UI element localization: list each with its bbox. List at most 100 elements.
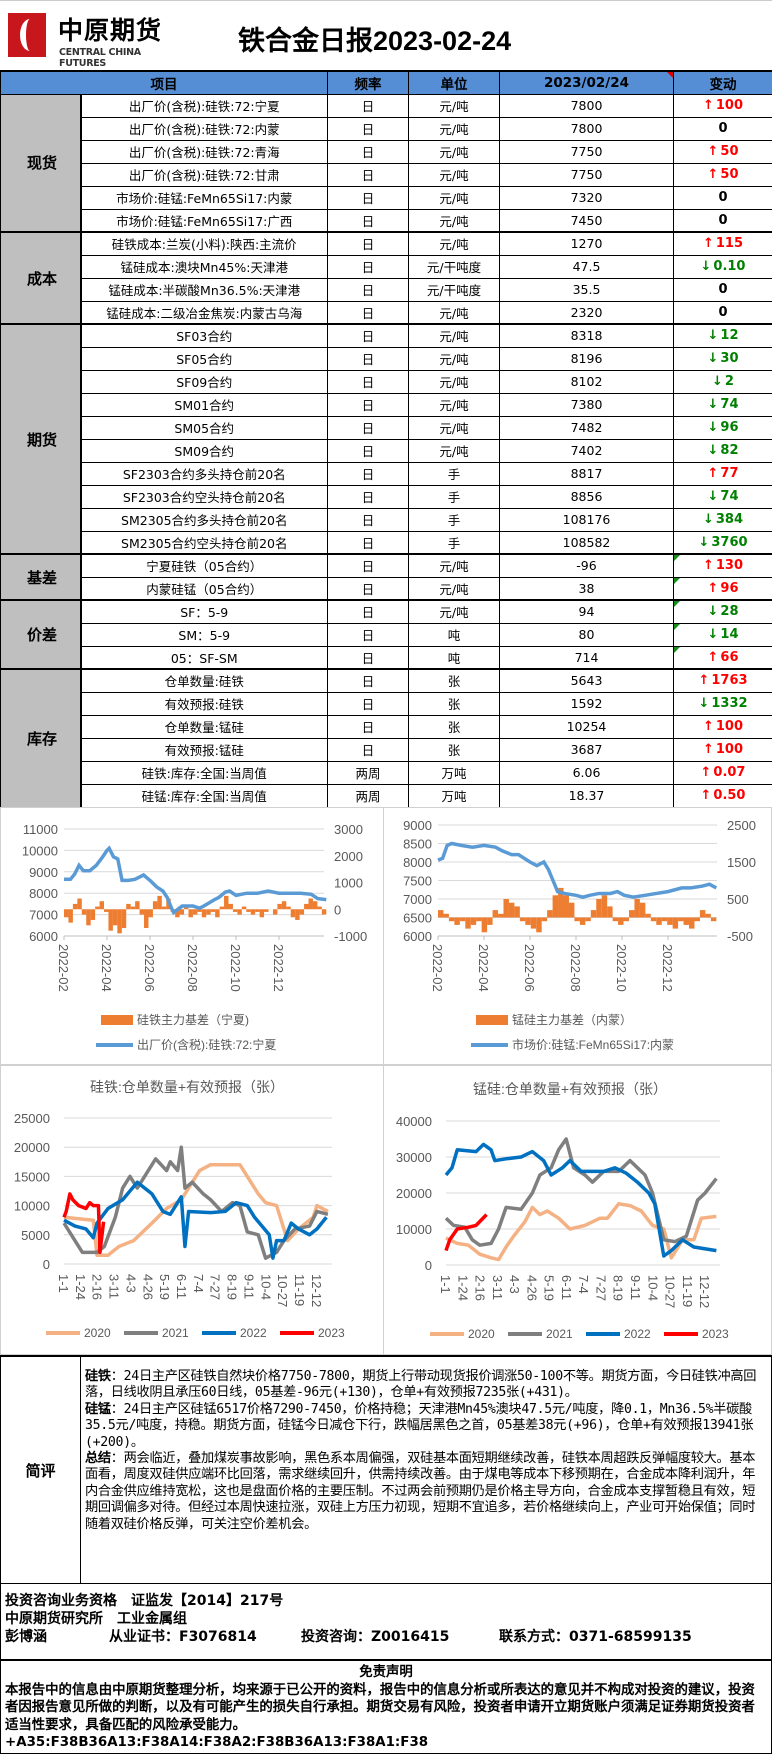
- basis-bar: [175, 909, 180, 918]
- basis-bar: [64, 909, 69, 918]
- basis-bar: [568, 902, 575, 918]
- basis-bar: [95, 906, 100, 910]
- unit-cell: 张: [408, 737, 500, 762]
- basis-bar: [161, 906, 167, 910]
- chart-simn-warehouse: 锰硅:仓单数量+有效预报（张） 0 10000 20000 30000 40000 1-1 1…: [383, 1065, 772, 1355]
- change-cell: 2: [673, 369, 772, 394]
- comment-sife: 硅铁：24日主产区硅铁自然块价格7750-7800，期货上行带动现货报价调涨50…: [85, 1369, 765, 1402]
- basis-bar: [215, 909, 220, 918]
- item-cell: 仓单数量:硅铁: [80, 668, 328, 693]
- value-cell: 18.37: [499, 783, 674, 808]
- change-cell: 0: [673, 208, 772, 233]
- y-left-tick-label: 7000: [403, 892, 432, 907]
- unit-cell: 元/吨: [408, 208, 500, 233]
- freq-cell: 日: [327, 576, 409, 601]
- value-cell: 7800: [499, 116, 674, 141]
- change-cell: 1763: [673, 668, 772, 693]
- basis-bar: [481, 917, 488, 933]
- unit-cell: 张: [408, 691, 500, 716]
- freq-cell: 日: [327, 116, 409, 141]
- series-line-2021: [444, 1137, 718, 1247]
- x-tick-label: 4-26: [524, 1275, 539, 1301]
- x-tick-label: 2022-10: [228, 944, 243, 992]
- commentary-label: 简评: [1, 1357, 81, 1583]
- freq-cell: 日: [327, 415, 409, 440]
- basis-bar: [623, 917, 629, 922]
- item-cell: 有效预报:锰硅: [80, 737, 328, 762]
- x-tick-label: 2022-02: [56, 944, 71, 992]
- qualification: 投资咨询业务资格 证监发【2014】217号: [5, 1593, 284, 1609]
- legend-line-label: 出厂价(含税):硅铁:72:宁夏: [137, 1037, 276, 1052]
- value-cell: 7800: [499, 93, 674, 118]
- item-cell: SM：5-9: [80, 622, 328, 647]
- y-tick-label: 0: [425, 1258, 432, 1273]
- x-tick-label: 2-16: [90, 1274, 105, 1300]
- value-cell: 7380: [499, 392, 674, 417]
- change-value: 130: [703, 558, 743, 573]
- unit-cell: 元/吨: [408, 162, 500, 187]
- y-tick-label: 10000: [396, 1222, 432, 1237]
- basis-bar: [541, 917, 548, 922]
- item-cell: SM01合约: [80, 392, 328, 417]
- basis-bar: [579, 917, 586, 925]
- change-cell: 77: [673, 461, 772, 486]
- x-tick-label: 7-27: [208, 1274, 223, 1300]
- series-line-2023: [444, 1213, 488, 1252]
- y-left-tick-label: 8000: [29, 886, 58, 901]
- basis-bar: [563, 895, 569, 918]
- change-cell: 0: [673, 185, 772, 210]
- x-tick-label: 6-11: [559, 1275, 574, 1300]
- change-value: 74: [708, 397, 739, 412]
- x-tick-label: 4-3: [507, 1275, 522, 1294]
- change-value: 0: [718, 190, 728, 205]
- basis-bar: [121, 909, 127, 928]
- basis-bar: [639, 902, 646, 918]
- y-right-tick-label: 2500: [727, 818, 756, 833]
- logo-mark-icon: [8, 13, 46, 57]
- item-cell: 市场价:硅锰:FeMn65Si17:内蒙: [80, 185, 328, 210]
- legend-label: 2020: [84, 1326, 111, 1340]
- basis-bar: [672, 917, 679, 929]
- value-cell: 6.06: [499, 760, 674, 785]
- change-value: 50: [708, 144, 739, 159]
- freq-cell: 日: [327, 231, 409, 256]
- basis-bar: [201, 909, 207, 918]
- x-tick-label: 2022-04: [99, 944, 114, 992]
- value-cell: 7450: [499, 208, 674, 233]
- y-tick-label: 0: [43, 1257, 50, 1272]
- table-row: 市场价:硅锰:FeMn65Si17:广西日元/吨 7450 0: [1, 208, 772, 233]
- comment-head: 总结: [85, 1451, 111, 1467]
- basis-bar: [661, 917, 668, 922]
- unit-cell: 元/吨: [408, 93, 500, 118]
- basis-bar: [152, 901, 158, 910]
- change-value: 115: [703, 236, 743, 251]
- basis-bar: [99, 901, 105, 910]
- change-cell: 100: [673, 737, 772, 762]
- contact-section: 投资咨询业务资格 证监发【2014】217号 中原期货研究所 工业金属组 彭博涵…: [0, 1584, 772, 1660]
- change-value: 0.50: [701, 788, 746, 803]
- value-cell: 108582: [499, 530, 674, 555]
- table-row: 市场价:硅锰:FeMn65Si17:内蒙日元/吨 7320 0: [1, 185, 772, 210]
- item-cell: 有效预报:硅铁: [80, 691, 328, 716]
- change-value: 0.07: [701, 765, 746, 780]
- legend-label: 2021: [546, 1327, 573, 1341]
- basis-bar: [596, 899, 602, 918]
- basis-bar: [112, 909, 118, 926]
- basis-bar: [492, 910, 499, 918]
- basis-bar: [90, 909, 96, 920]
- freq-cell: 日: [327, 507, 409, 532]
- unit-cell: 手: [408, 530, 500, 555]
- freq-cell: 日: [327, 392, 409, 417]
- basis-bar: [650, 917, 657, 922]
- basis-bar: [612, 917, 619, 922]
- table-row: 内蒙硅锰（05合约）日元/吨38 96: [1, 576, 772, 601]
- change-cell: 3760: [673, 530, 772, 555]
- unit-cell: 手: [408, 461, 500, 486]
- report-header: 中原期货 CENTRAL CHINA FUTURES 铁合金日报2023-02-…: [0, 0, 772, 70]
